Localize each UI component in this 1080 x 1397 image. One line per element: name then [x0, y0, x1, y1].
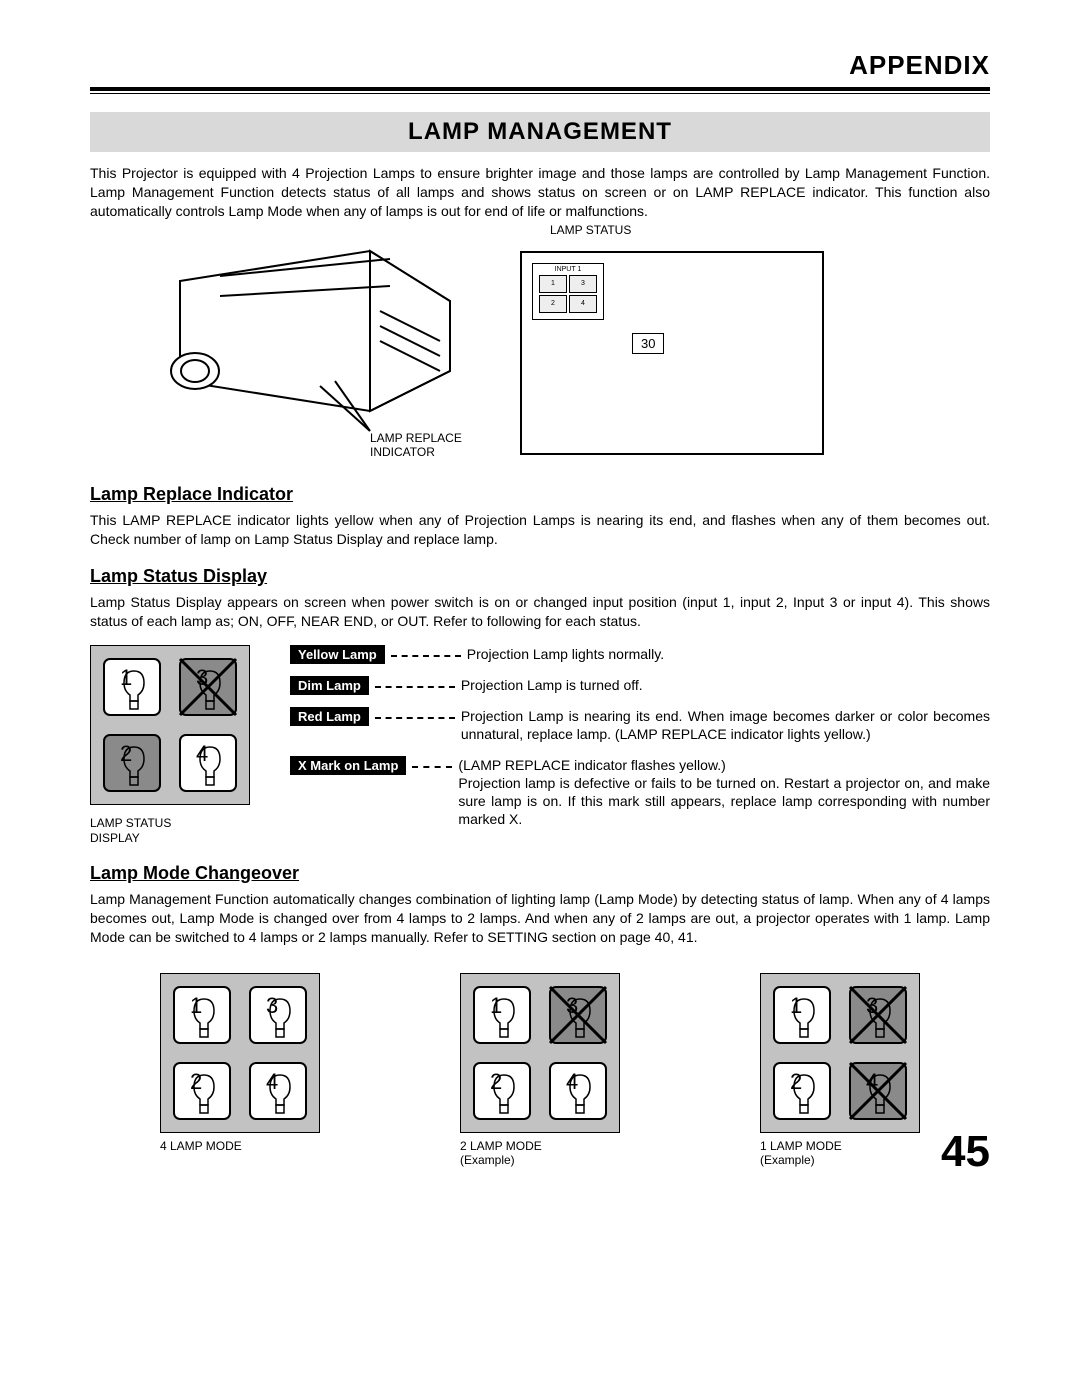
mini-lamp-1: 1 — [539, 275, 567, 293]
header-rule-thick — [90, 87, 990, 91]
lamp-status-label: LAMP STATUS — [550, 223, 631, 237]
header-rule-thin — [90, 93, 990, 94]
svg-text:2: 2 — [490, 1069, 502, 1094]
page-number: 45 — [941, 1127, 990, 1177]
mini-lamp-4: 4 — [569, 295, 597, 313]
svg-text:1: 1 — [490, 993, 502, 1018]
screen-number: 30 — [632, 333, 664, 354]
header-title: APPENDIX — [90, 50, 990, 81]
legend-label-yellow: Yellow Lamp — [290, 645, 385, 664]
mode-caption: 4 LAMP MODE — [160, 1139, 320, 1153]
screen-inner-panel: INPUT 1 1 3 2 4 — [532, 263, 604, 320]
intro-text: This Projector is equipped with 4 Projec… — [90, 164, 990, 221]
lamp-status-display: 1 3 2 — [90, 645, 250, 845]
lamp-mode-grid: 1 3 2 4 — [160, 973, 320, 1133]
lamp-replace-caption: LAMP REPLACE INDICATOR — [370, 431, 462, 460]
mini-lamp-2: 2 — [539, 295, 567, 313]
replace-text: This LAMP REPLACE indicator lights yello… — [90, 511, 990, 549]
status-text: Lamp Status Display appears on screen wh… — [90, 593, 990, 631]
legend-row: Dim Lamp Projection Lamp is turned off. — [290, 676, 990, 695]
projector-illustration — [120, 241, 480, 461]
legend-dash — [391, 655, 461, 657]
svg-text:2: 2 — [190, 1069, 202, 1094]
status-display-caption: LAMP STATUS DISPLAY — [90, 816, 250, 845]
legend-row: Red Lamp Projection Lamp is nearing its … — [290, 707, 990, 743]
legend-label-red: Red Lamp — [290, 707, 369, 726]
svg-text:4: 4 — [196, 741, 208, 766]
legend-text-red: Projection Lamp is nearing its end. When… — [461, 707, 990, 743]
mode-title: Lamp Mode Changeover — [90, 863, 990, 884]
svg-text:2: 2 — [790, 1069, 802, 1094]
mode-item: 1 3 2 4 1 LAMP MODE (Example) — [760, 973, 920, 1168]
svg-text:1: 1 — [190, 993, 202, 1018]
legend-text-yellow: Projection Lamp lights normally. — [467, 645, 990, 663]
legend-text-xmark: (LAMP REPLACE indicator flashes yellow.)… — [458, 756, 990, 829]
legend-row: Yellow Lamp Projection Lamp lights norma… — [290, 645, 990, 664]
svg-text:4: 4 — [266, 1069, 278, 1094]
legend-label-dim: Dim Lamp — [290, 676, 369, 695]
legend-label-xmark: X Mark on Lamp — [290, 756, 406, 775]
section-title: LAMP MANAGEMENT — [90, 112, 990, 152]
screen-box: INPUT 1 1 3 2 4 30 — [520, 251, 824, 455]
legend-dash — [375, 686, 455, 688]
legend-dash — [412, 766, 452, 768]
screen-input-label: INPUT 1 — [533, 266, 603, 273]
status-title: Lamp Status Display — [90, 566, 990, 587]
figure-row: LAMP REPLACE INDICATOR LAMP STATUS INPUT… — [120, 241, 990, 466]
mode-caption: 2 LAMP MODE (Example) — [460, 1139, 620, 1168]
svg-text:2: 2 — [120, 741, 132, 766]
svg-text:1: 1 — [790, 993, 802, 1018]
replace-title: Lamp Replace Indicator — [90, 484, 990, 505]
legend-row: X Mark on Lamp (LAMP REPLACE indicator f… — [290, 756, 990, 829]
status-legend: Yellow Lamp Projection Lamp lights norma… — [290, 645, 990, 840]
mini-lamp-3: 3 — [569, 275, 597, 293]
mode-item: 1 3 2 4 2 LAMP MODE (Example) — [460, 973, 620, 1168]
svg-text:1: 1 — [120, 665, 132, 690]
mode-row: 1 3 2 4 4 LAMP MODE 1 3 — [90, 973, 990, 1168]
legend-dash — [375, 717, 455, 719]
mode-text: Lamp Management Function automatically c… — [90, 890, 990, 947]
svg-text:4: 4 — [566, 1069, 578, 1094]
lamp-mode-grid: 1 3 2 4 — [760, 973, 920, 1133]
svg-text:3: 3 — [266, 993, 278, 1018]
lamp-status-grid: 1 3 2 — [90, 645, 250, 805]
mode-item: 1 3 2 4 4 LAMP MODE — [160, 973, 320, 1168]
mode-caption: 1 LAMP MODE (Example) — [760, 1139, 920, 1168]
lamp-mode-grid: 1 3 2 4 — [460, 973, 620, 1133]
legend-text-dim: Projection Lamp is turned off. — [461, 676, 990, 694]
